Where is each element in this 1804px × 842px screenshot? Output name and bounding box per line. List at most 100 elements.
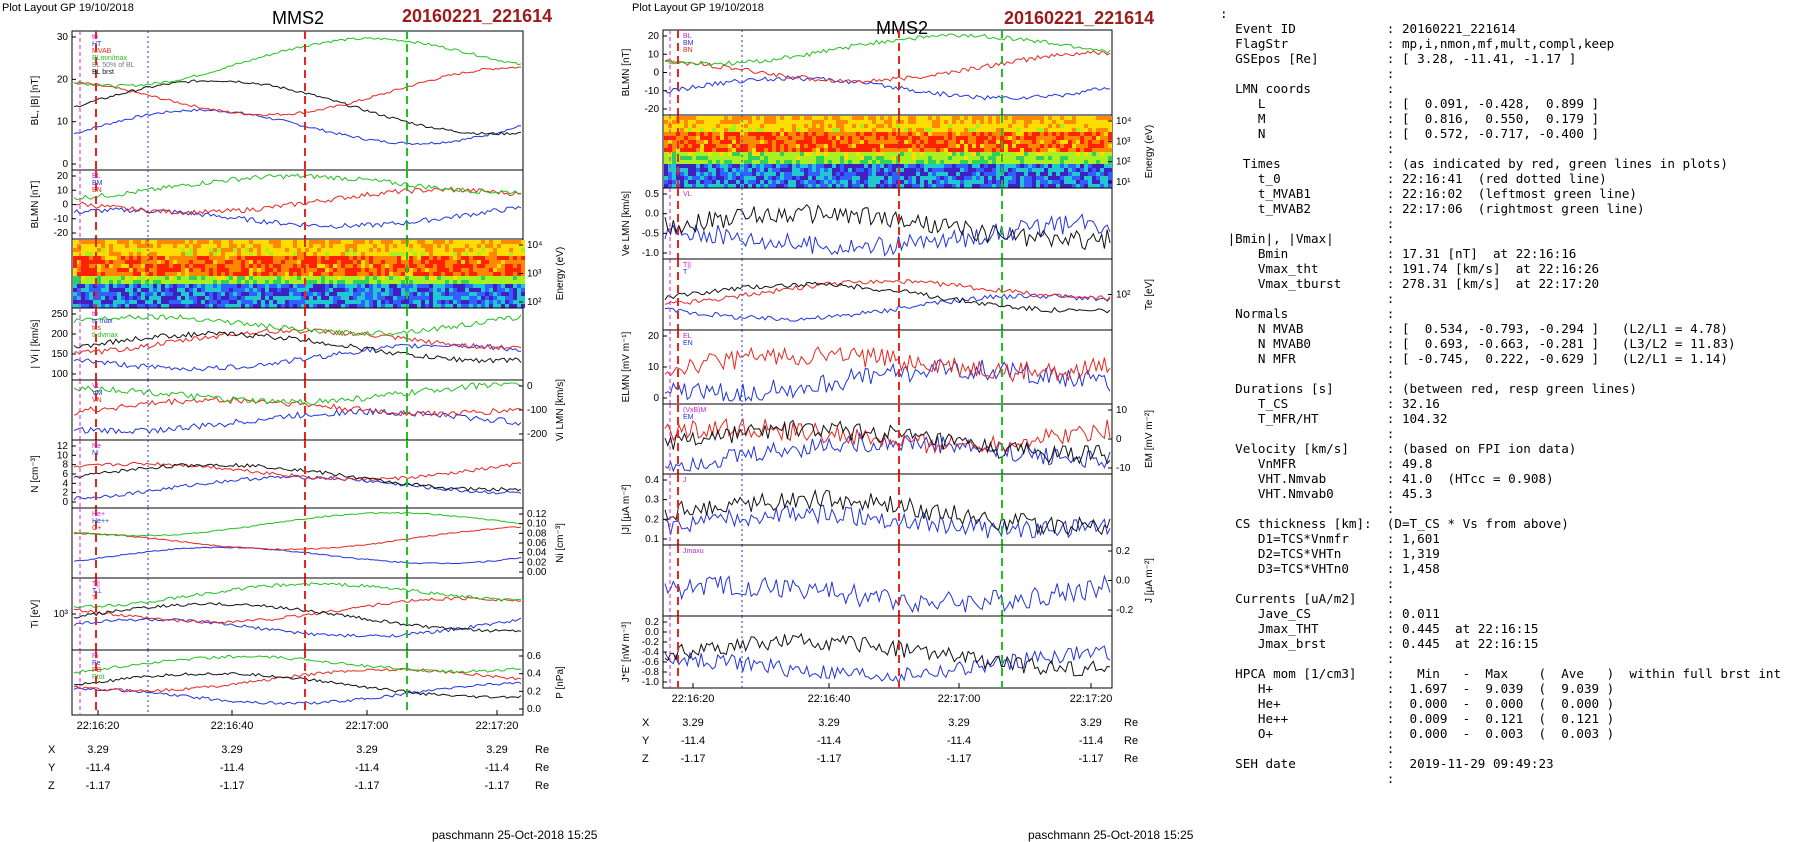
spectrogram-cell xyxy=(988,168,992,172)
spectrogram-cell xyxy=(984,132,988,136)
spectrogram-cell xyxy=(1036,184,1040,188)
spectrogram-cell xyxy=(688,148,692,152)
spectrogram-cell xyxy=(401,252,405,256)
spectrogram-cell xyxy=(301,256,305,260)
spectrogram-cell xyxy=(916,120,920,124)
spectrogram-cell xyxy=(796,164,800,168)
spectrogram-cell xyxy=(860,132,864,136)
report-line: VHT.Nmvab : 41.0 (HTcc = 0.908) xyxy=(1220,471,1554,486)
spectrogram-cell xyxy=(976,152,980,156)
spectrogram-cell xyxy=(1016,180,1020,184)
spectrogram-cell xyxy=(716,156,720,160)
spectrogram-cell xyxy=(81,304,85,308)
spectrogram-cell xyxy=(341,268,345,272)
spectrogram-cell xyxy=(177,304,181,308)
y-tick-label: 100 xyxy=(51,369,68,380)
spectrogram-cell xyxy=(792,160,796,164)
spectrogram-cell xyxy=(237,304,241,308)
spectrogram-cell xyxy=(265,248,269,252)
spectrogram-cell xyxy=(337,300,341,304)
spectrogram-cell xyxy=(189,272,193,276)
spectrogram-cell xyxy=(513,276,517,280)
spectrogram-cell xyxy=(465,288,469,292)
spectrogram-cell xyxy=(708,120,712,124)
spectrogram-cell xyxy=(1084,124,1088,128)
spectrogram-cell xyxy=(369,256,373,260)
spectrogram-cell xyxy=(784,132,788,136)
spectrogram-cell xyxy=(273,264,277,268)
spectrogram-cell xyxy=(812,160,816,164)
spectrogram-cell xyxy=(968,180,972,184)
spectrogram-cell xyxy=(349,264,353,268)
spectrogram-cell xyxy=(73,284,77,288)
spectrogram-cell xyxy=(832,168,836,172)
spectrogram-cell xyxy=(97,268,101,272)
spectrogram-cell xyxy=(337,244,341,248)
spectrogram-cell xyxy=(684,144,688,148)
spectrogram-cell xyxy=(948,168,952,172)
spectrogram-cell xyxy=(960,172,964,176)
spectrogram-cell xyxy=(1008,124,1012,128)
spectrogram-cell xyxy=(301,284,305,288)
spectrogram-cell xyxy=(784,168,788,172)
legend-entry: VL xyxy=(683,191,692,198)
spectrogram-cell xyxy=(720,140,724,144)
spectrogram-cell xyxy=(1092,144,1096,148)
spectrogram-cell xyxy=(1012,164,1016,168)
spectrogram-cell xyxy=(177,244,181,248)
spectrogram-cell xyxy=(964,136,968,140)
spectrogram-cell xyxy=(664,168,668,172)
spectrogram-cell xyxy=(305,292,309,296)
spectrogram-cell xyxy=(880,144,884,148)
spectrogram-cell xyxy=(377,304,381,308)
spectrogram-cell xyxy=(429,256,433,260)
spectrogram-cell xyxy=(157,256,161,260)
spectrogram-cell xyxy=(716,136,720,140)
spectrogram-cell xyxy=(732,172,736,176)
spectrogram-cell xyxy=(856,152,860,156)
spectrogram-cell xyxy=(173,284,177,288)
spectrogram-cell xyxy=(425,244,429,248)
spectrogram-cell xyxy=(1064,144,1068,148)
spectrogram-cell xyxy=(101,264,105,268)
spectrogram-cell xyxy=(377,300,381,304)
spectrogram-cell xyxy=(421,292,425,296)
spectrogram-cell xyxy=(844,132,848,136)
spectrogram-cell xyxy=(429,296,433,300)
spectrogram-cell xyxy=(888,168,892,172)
spectrogram-cell xyxy=(241,288,245,292)
spectrogram-cell xyxy=(253,264,257,268)
spectrogram-cell xyxy=(724,116,728,120)
spectrogram-cell xyxy=(832,172,836,176)
spectrogram-cell xyxy=(393,300,397,304)
spectrogram-cell xyxy=(1072,156,1076,160)
y-tick-label: 0 xyxy=(62,200,68,211)
spectrogram-cell xyxy=(113,252,117,256)
spectrogram-cell xyxy=(521,248,525,252)
spectrogram-cell xyxy=(157,240,161,244)
y-axis-label: BLMN [nT] xyxy=(621,48,632,96)
spectrogram-cell xyxy=(109,288,113,292)
spectrogram-cell xyxy=(129,264,133,268)
spectrogram-cell xyxy=(912,144,916,148)
spectrogram-cell xyxy=(173,272,177,276)
spectrogram-cell xyxy=(153,304,157,308)
spectrogram-cell xyxy=(708,176,712,180)
spectrogram-cell xyxy=(664,132,668,136)
spectrogram-cell xyxy=(217,276,221,280)
spectrogram-cell xyxy=(808,116,812,120)
spectrogram-cell xyxy=(828,164,832,168)
spectrogram-cell xyxy=(321,272,325,276)
spectrogram-cell xyxy=(185,272,189,276)
spectrogram-cell xyxy=(433,248,437,252)
legend-entry: VN xyxy=(92,397,102,404)
spectrogram-cell xyxy=(149,280,153,284)
spectrogram-cell xyxy=(760,152,764,156)
report-line: t_MVAB1 : 22:16:02 (leftmost green line) xyxy=(1220,186,1638,201)
spectrogram-cell xyxy=(497,296,501,300)
spectrogram-cell xyxy=(804,184,808,188)
orbit-value: -11.4 xyxy=(485,762,509,774)
spectrogram-cell xyxy=(117,304,121,308)
spectrogram-cell xyxy=(944,152,948,156)
spectrogram-cell xyxy=(341,248,345,252)
